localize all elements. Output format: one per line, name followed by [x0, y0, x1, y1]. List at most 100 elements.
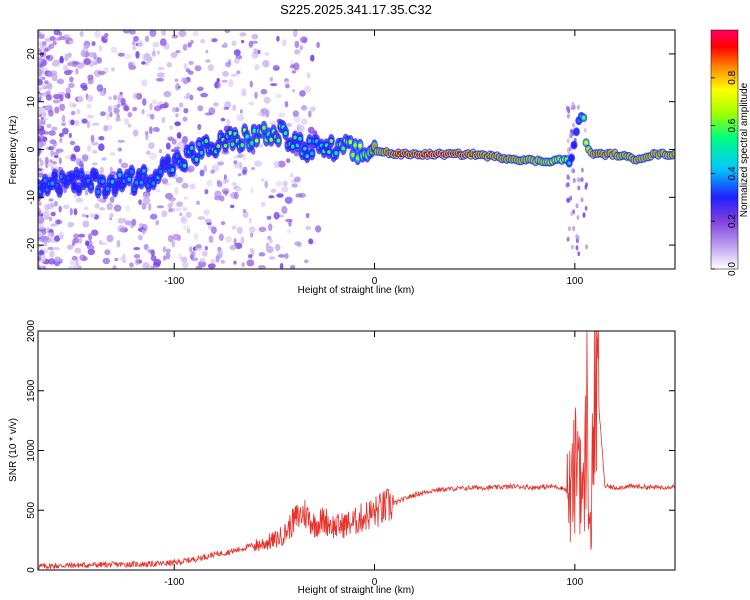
spectrogram-ridge-core: [79, 172, 84, 177]
spectrogram-noise-blob: [310, 54, 315, 62]
spectrogram-noise-blob: [81, 85, 88, 91]
spectrogram-noise-blob: [567, 175, 570, 181]
spectrogram-noise-blob: [249, 232, 254, 238]
spectrogram-noise-blob: [109, 111, 113, 118]
spectrogram-ridge-core: [228, 130, 233, 135]
spectrogram-noise-blob: [206, 179, 214, 187]
spectrogram-noise-blob: [120, 98, 126, 105]
spectrogram-noise-blob: [41, 69, 45, 75]
spectrogram-noise-layer: [38, 30, 588, 269]
spectrogram-noise-blob: [149, 103, 153, 111]
spectrogram-noise-blob: [53, 154, 59, 159]
spectrogram-noise-blob: [279, 262, 284, 269]
spectrogram-ridge-core: [182, 163, 187, 168]
y-tick-label: 0: [26, 567, 37, 573]
spectrogram-noise-blob: [284, 101, 289, 108]
spectrogram-noise-blob: [204, 245, 208, 251]
spectrogram-noise-blob: [289, 173, 294, 178]
spectrogram-noise-blob: [248, 217, 252, 224]
spectrogram-noise-blob: [195, 200, 201, 205]
spectrogram-noise-blob: [99, 207, 105, 211]
spectrogram-noise-blob: [205, 49, 209, 54]
spectrogram-noise-blob: [54, 235, 61, 242]
spectrogram-noise-blob: [117, 139, 126, 143]
spectrogram-noise-blob: [38, 168, 43, 172]
spectrogram-noise-blob: [109, 217, 113, 221]
spectrogram-noise-blob: [52, 40, 57, 46]
spectrogram-noise-blob: [66, 69, 74, 74]
spectrogram-noise-blob: [90, 134, 95, 143]
spectrogram-noise-blob: [109, 196, 115, 203]
spectrogram-noise-blob: [91, 141, 99, 146]
spectrogram-noise-blob: [269, 238, 273, 243]
snr-y-label: SNR (10 * v/v): [8, 418, 19, 482]
spectrogram-noise-blob: [231, 181, 238, 187]
spectrogram-ridge-core: [57, 188, 62, 193]
spectrogram-noise-blob: [38, 226, 45, 230]
spectrogram-noise-blob: [57, 78, 65, 85]
spectrogram-noise-blob: [290, 264, 296, 269]
spectrogram-noise-blob: [201, 250, 208, 257]
spectrogram-noise-blob: [50, 149, 54, 157]
spectrogram-noise-blob: [149, 30, 157, 37]
spectrogram-noise-blob: [210, 259, 216, 265]
spectrogram-noise-blob: [38, 87, 42, 91]
spectrogram-noise-blob: [96, 57, 103, 64]
spectrogram-noise-blob: [248, 254, 253, 259]
spectrogram-noise-blob: [143, 243, 149, 251]
spectrogram-noise-blob: [281, 205, 288, 214]
spectrogram-noise-blob: [195, 244, 202, 249]
spectrogram-noise-blob: [153, 258, 162, 266]
spectrogram-noise-blob: [276, 193, 284, 198]
spectrogram-noise-blob: [248, 101, 254, 106]
spectrogram-noise-blob: [248, 226, 256, 233]
spectrogram-noise-blob: [221, 188, 230, 194]
spectrogram-noise-blob: [249, 80, 253, 88]
spectrogram-noise-blob: [176, 142, 182, 148]
spectrogram-noise-blob: [75, 197, 84, 203]
spectrogram-noise-blob: [133, 247, 141, 251]
spectrogram-noise-blob: [54, 256, 61, 262]
spectrogram-noise-blob: [210, 169, 215, 174]
spectrogram-noise-blob: [38, 141, 41, 149]
spectrogram-noise-blob: [584, 205, 588, 211]
spectrogram-noise-blob: [300, 118, 308, 125]
spectrogram-noise-blob: [222, 70, 229, 77]
spectrogram-noise-blob: [38, 79, 43, 86]
spectrogram-noise-blob: [82, 44, 90, 49]
spectrogram-ridge-core: [89, 184, 93, 189]
y-tick-label: 10: [26, 96, 37, 108]
spectrogram-noise-blob: [141, 79, 148, 87]
spectrogram-noise-blob: [577, 251, 581, 257]
spectrogram-noise-blob: [214, 81, 221, 89]
spectrogram-noise-blob: [233, 49, 241, 56]
spectrogram-noise-blob: [190, 250, 196, 258]
spectrogram-noise-blob: [150, 113, 155, 120]
spectrogram-ridge-core: [204, 139, 209, 143]
spectrogram-noise-blob: [78, 160, 84, 168]
spectrogram-ridge-core: [127, 177, 132, 182]
spectrogram-noise-blob: [67, 62, 73, 67]
spectrogram-noise-blob: [94, 30, 101, 38]
spectrogram-noise-blob: [242, 152, 246, 161]
spectrogram-noise-blob: [204, 218, 212, 223]
spectrogram-y-label: Frequency (Hz): [8, 116, 19, 185]
spectrogram-noise-blob: [101, 157, 107, 161]
spectrogram-noise-blob: [230, 73, 239, 77]
spectrogram-noise-blob: [207, 263, 216, 269]
spectrogram-noise-blob: [251, 167, 256, 170]
spectrogram-noise-blob: [86, 144, 92, 152]
y-tick-label: 1000: [26, 439, 37, 462]
colorbar-tick-label: 0.2: [727, 214, 738, 228]
spectrogram-noise-blob: [183, 108, 189, 114]
spectrogram-ridge-core: [254, 138, 259, 143]
spectrogram-noise-blob: [156, 128, 160, 132]
spectrogram-noise-blob: [305, 225, 311, 231]
spectrogram-noise-blob: [47, 246, 54, 250]
spectrogram-noise-blob: [162, 255, 167, 261]
spectrogram-noise-blob: [246, 259, 255, 267]
x-tick-label: 0: [372, 577, 378, 588]
spectrogram-noise-blob: [117, 217, 125, 224]
spectrogram-ridge-core: [197, 142, 201, 146]
spectrogram-noise-blob: [571, 168, 575, 174]
